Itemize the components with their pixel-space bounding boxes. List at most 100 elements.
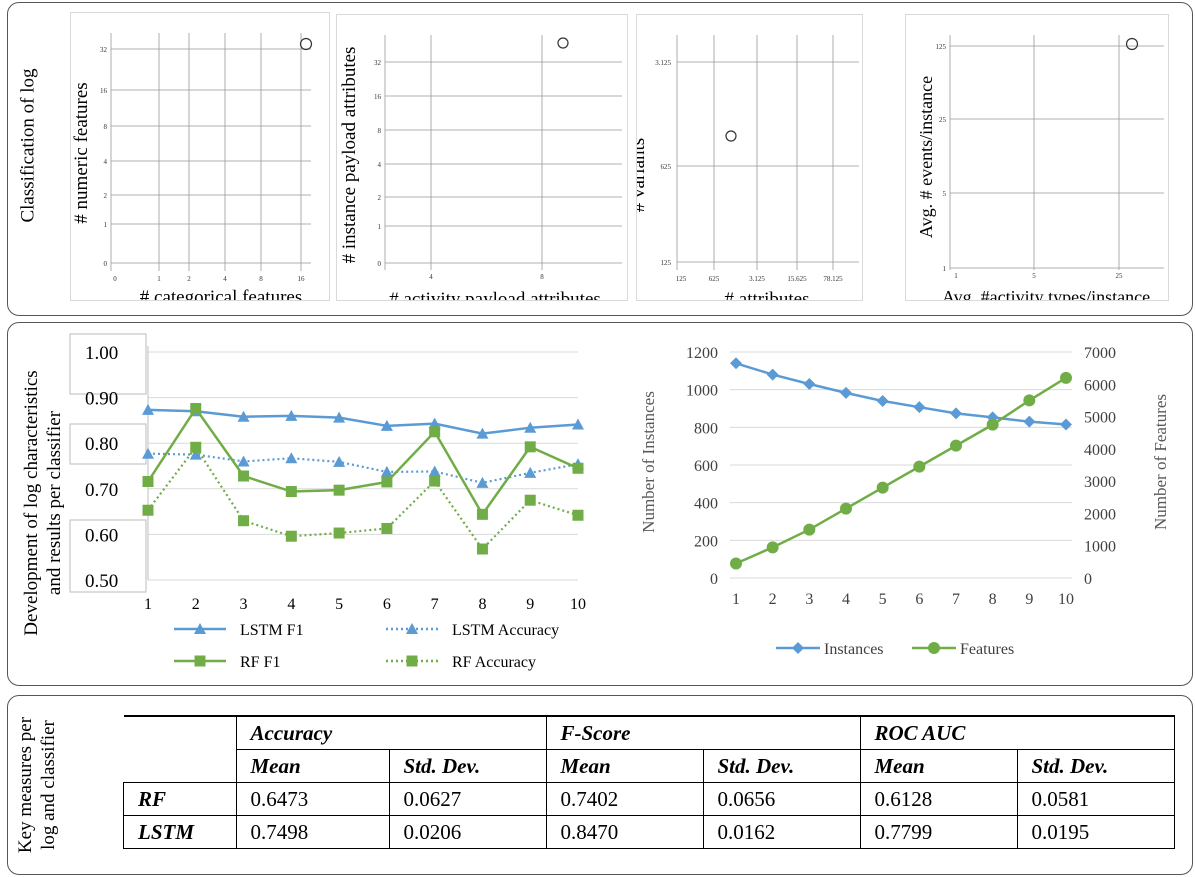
x-tick-label: 3.125 bbox=[749, 275, 765, 283]
data-point bbox=[913, 460, 926, 473]
x-tick-label: 1 bbox=[954, 272, 958, 280]
data-point bbox=[524, 466, 537, 478]
legend-marker bbox=[194, 623, 206, 634]
table-corner bbox=[124, 750, 237, 783]
legend-marker bbox=[792, 642, 804, 654]
y-tick-label: 8 bbox=[104, 123, 108, 131]
series-line bbox=[147, 408, 579, 435]
x-tick-label: 16 bbox=[298, 275, 306, 283]
x-axis-label: Avg. #activity types/instance bbox=[942, 287, 1150, 300]
data-point bbox=[476, 476, 489, 488]
data-point bbox=[766, 368, 779, 381]
classifier-x-ticks: 1 2 3 4 5 6 7 8 9 10 bbox=[144, 596, 586, 613]
instances-x-ticks: 1 2 3 4 5 6 7 8 9 10 bbox=[732, 591, 1074, 608]
y-axis-label: Avg. # events/instance bbox=[916, 76, 936, 238]
data-point bbox=[572, 418, 584, 430]
series-line bbox=[147, 445, 579, 551]
data-point bbox=[142, 447, 154, 459]
y-tick-label-right: 5000 bbox=[1084, 410, 1116, 427]
data-point bbox=[429, 475, 441, 487]
y-tick-label: 8 bbox=[378, 127, 382, 135]
y-tick-label-right: 1000 bbox=[1084, 539, 1116, 556]
y-tick-label: 16 bbox=[374, 93, 382, 101]
instances-features-legend: Instances Features bbox=[776, 641, 1014, 658]
data-point bbox=[142, 403, 154, 415]
table-group-header-row: Accuracy F-Score ROC AUC bbox=[123, 715, 1175, 750]
x-tick-label: 25 bbox=[1116, 272, 1124, 280]
table-subheader: Std. Dev. bbox=[1016, 749, 1175, 783]
data-point bbox=[142, 476, 154, 488]
x-tick-label: 7 bbox=[952, 591, 960, 608]
data-point bbox=[237, 455, 250, 467]
data-point bbox=[142, 504, 154, 516]
instances-features-chart: 0 200 400 600 800 1000 1200 0 1000 2000 3000 4000 5… bbox=[639, 345, 1170, 658]
y-axis-label: # numeric features bbox=[71, 82, 92, 223]
data-point bbox=[840, 386, 852, 399]
y-tick-label: 0 bbox=[104, 260, 108, 268]
legend-label: RF F1 bbox=[240, 654, 280, 671]
y-tick-label: 1 bbox=[104, 221, 108, 229]
y-tick-label-right: 4000 bbox=[1084, 442, 1116, 459]
y-tick-label: 32 bbox=[374, 59, 382, 67]
key-measures-table: Accuracy F-Score ROC AUC Mean Std. Dev. … bbox=[123, 715, 1175, 849]
data-point bbox=[476, 508, 488, 520]
y-axis-label: # variants bbox=[637, 138, 649, 212]
data-point bbox=[285, 452, 298, 464]
scatter-plot-1: 0 1 2 4 8 16 32 0 1 2 4 8 16 # categoric… bbox=[70, 12, 330, 308]
y-tick-label-right: 2000 bbox=[1084, 506, 1116, 523]
y-tick-label: 0 bbox=[378, 260, 382, 268]
x-tick-label: 9 bbox=[1025, 591, 1033, 608]
x-tick-label: 3 bbox=[240, 596, 248, 613]
y-tick-label: 0.90 bbox=[85, 389, 118, 410]
legend-label: LSTM Accuracy bbox=[452, 622, 559, 639]
x-tick-label: 8 bbox=[259, 275, 263, 283]
table-cell: 0.8470 bbox=[545, 815, 704, 849]
data-point bbox=[238, 515, 250, 527]
scatter-plot-4: 1 5 25 125 1 5 25 Avg. #activity types/i… bbox=[905, 14, 1169, 307]
y-tick-label: 1200 bbox=[686, 345, 718, 362]
scatter-plot-4-svg: 1 5 25 125 1 5 25 Avg. #activity types/i… bbox=[916, 35, 1164, 307]
table-row: RF 0.6473 0.0627 0.7402 0.0656 0.6128 0.… bbox=[123, 782, 1175, 816]
y-tick-label: 3.125 bbox=[655, 59, 671, 67]
table-cell: 0.0206 bbox=[388, 815, 547, 849]
data-point bbox=[237, 410, 250, 422]
y-tick-label: 0.60 bbox=[85, 525, 118, 546]
series-line bbox=[735, 376, 1067, 565]
y-tick-label: 32 bbox=[100, 46, 108, 54]
legend-label: Instances bbox=[824, 641, 884, 658]
x-tick-label: 8 bbox=[478, 596, 486, 613]
y-tick-label: 200 bbox=[694, 533, 718, 550]
data-point bbox=[333, 527, 345, 539]
series-line bbox=[735, 362, 1067, 426]
scatter-3-grid bbox=[676, 35, 859, 270]
legend-marker bbox=[406, 623, 418, 634]
table-cell: 0.0195 bbox=[1016, 815, 1175, 849]
x-tick-label: 1 bbox=[732, 591, 740, 608]
instances-y-ticks-left: 0 200 400 600 800 1000 1200 bbox=[686, 345, 718, 588]
y-tick-label: 2 bbox=[104, 192, 108, 200]
x-tick-label: 3 bbox=[805, 591, 813, 608]
y-tick-label: 1 bbox=[943, 265, 947, 273]
y-tick-label: 0.70 bbox=[85, 480, 118, 501]
scatter-plot-3: 125 625 3.125 125 625 3.125 15.625 78.12… bbox=[628, 14, 863, 310]
data-point bbox=[803, 523, 816, 536]
data-point bbox=[803, 378, 816, 391]
scatter-point bbox=[725, 130, 737, 142]
y-tick-label: 1000 bbox=[686, 383, 718, 400]
x-axis-label: # activity payload attributes bbox=[389, 289, 601, 300]
table-row: LSTM 0.7498 0.0206 0.8470 0.0162 0.7799 … bbox=[123, 815, 1175, 849]
table-cell: 0.7402 bbox=[545, 782, 704, 816]
x-tick-label: 2 bbox=[769, 591, 777, 608]
x-tick-label: 625 bbox=[709, 275, 720, 283]
x-tick-label: 9 bbox=[526, 596, 534, 613]
x-tick-label: 5 bbox=[879, 591, 887, 608]
classifier-legend: LSTM F1 LSTM Accuracy RF F1 RF Accuracy bbox=[174, 622, 559, 671]
legend-label: Features bbox=[960, 641, 1014, 658]
y-tick-label: 0.50 bbox=[85, 571, 118, 592]
scatter-plot-3-svg: 125 625 3.125 125 625 3.125 15.625 78.12… bbox=[628, 35, 859, 310]
table-subheader: Std. Dev. bbox=[702, 749, 861, 783]
data-point bbox=[380, 465, 393, 477]
y-tick-label: 0.80 bbox=[85, 434, 118, 455]
x-axis-label: # attributes bbox=[725, 289, 810, 300]
table-corner bbox=[123, 715, 236, 750]
